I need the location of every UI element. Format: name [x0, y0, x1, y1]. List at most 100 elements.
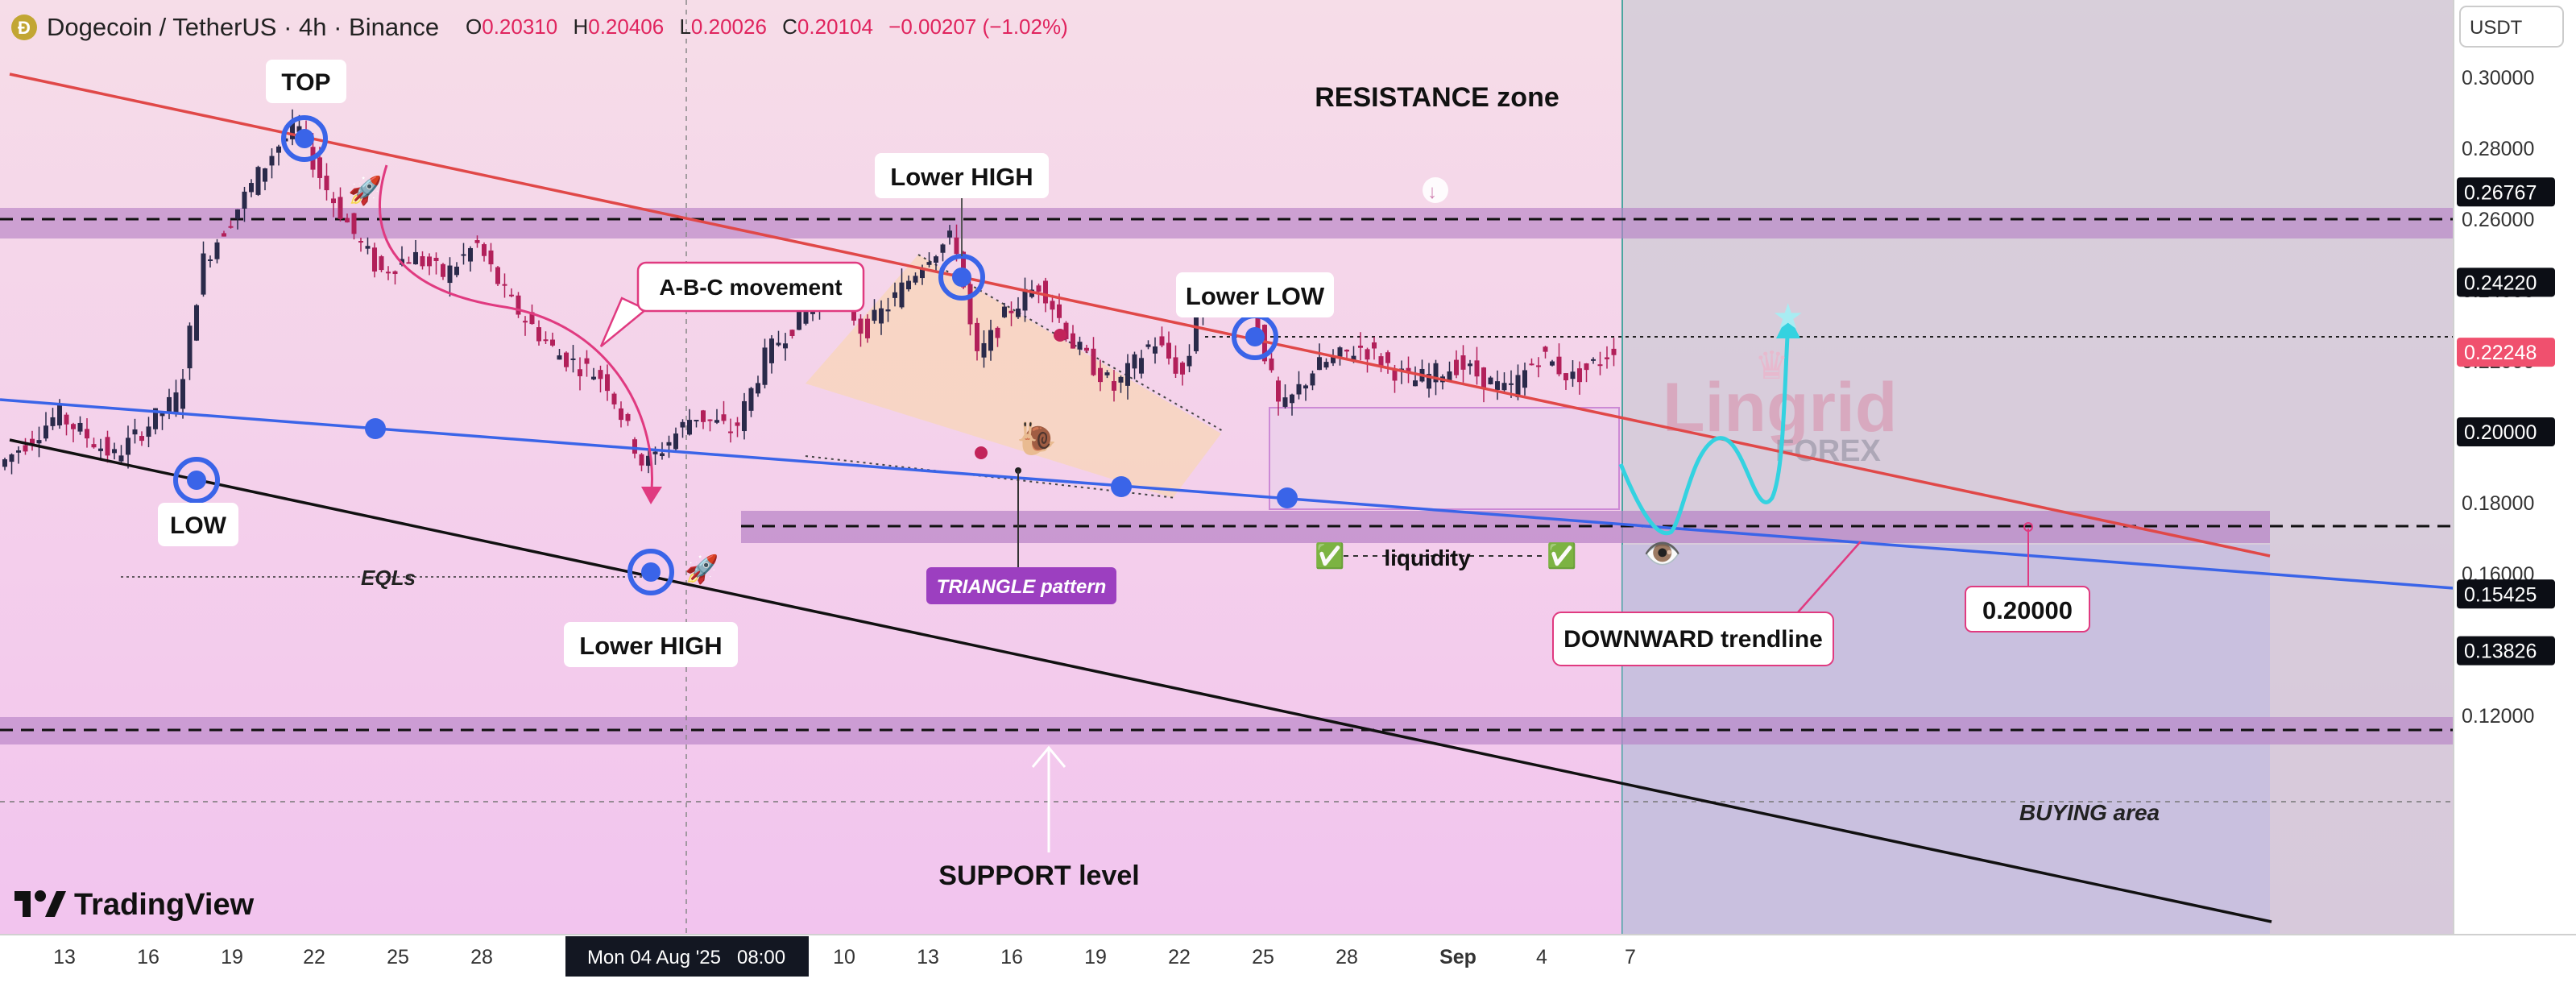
- candle: [1132, 351, 1137, 379]
- candle: [728, 418, 733, 443]
- logo-dot: [35, 890, 46, 902]
- candle: [967, 281, 973, 336]
- candle: [899, 268, 905, 309]
- candle: [1365, 347, 1370, 373]
- candle: [112, 442, 117, 460]
- candle: [30, 430, 35, 451]
- svg-text:0.24220: 0.24220: [2464, 272, 2537, 294]
- candle: [1290, 393, 1294, 416]
- candle: [1522, 362, 1527, 396]
- svg-text:Lower HIGH: Lower HIGH: [890, 163, 1033, 191]
- candle: [290, 109, 295, 146]
- candle: [1317, 343, 1322, 371]
- candle: [235, 209, 240, 230]
- candlestick-series: [2, 109, 1617, 475]
- candle: [180, 369, 185, 419]
- candle: [386, 266, 391, 280]
- logo-wordmark: TradingView: [74, 888, 255, 922]
- logo-triangle: [45, 891, 66, 917]
- svg-text:USDT: USDT: [2470, 17, 2523, 39]
- x-tick-label: 25: [1252, 946, 1274, 968]
- candle: [36, 426, 42, 458]
- y-tick-label: 0.18000: [2462, 492, 2534, 515]
- candle: [139, 431, 144, 446]
- candle: [762, 338, 768, 389]
- label-eqls: EQLs: [361, 566, 416, 590]
- price-axis-tags: 0.26767 0.24220 0.22248 0.20000 0.15425 0.138…: [2457, 177, 2555, 666]
- tradingview-logo[interactable]: TradingView: [14, 888, 255, 922]
- candle: [276, 144, 281, 166]
- candle: [1180, 361, 1185, 386]
- time-cursor-label: Mon 04 Aug '25 08:00: [565, 936, 809, 977]
- candle: [1159, 326, 1165, 348]
- candle: [926, 252, 932, 267]
- x-tick-label: 13: [917, 946, 939, 968]
- candle: [1145, 340, 1151, 350]
- label-triangle-pattern: TRIANGLE pattern: [926, 471, 1116, 604]
- candle: [536, 320, 541, 346]
- candle: [872, 299, 877, 324]
- candle: [783, 333, 788, 361]
- candle: [345, 214, 350, 223]
- candle: [1427, 363, 1431, 398]
- label-lower-low: Lower LOW: [1176, 272, 1334, 317]
- candle: [263, 168, 267, 191]
- candle: [1187, 344, 1192, 372]
- svg-text:A-B-C movement: A-B-C movement: [659, 275, 842, 300]
- candle: [550, 332, 555, 347]
- candle: [687, 408, 692, 436]
- svg-text:↓: ↓: [1427, 181, 1437, 203]
- candle: [105, 430, 110, 463]
- candle: [461, 243, 466, 265]
- candle: [228, 220, 234, 229]
- x-tick-label: 4: [1536, 946, 1547, 968]
- candle: [1071, 325, 1075, 349]
- price-tag: 0.22248: [2457, 338, 2555, 367]
- candle: [988, 319, 993, 361]
- candle: [1084, 344, 1089, 353]
- candle: [1447, 361, 1452, 382]
- candle: [858, 314, 863, 347]
- candle: [208, 255, 213, 268]
- svg-text:0.26767: 0.26767: [2464, 181, 2537, 204]
- header-legend: Ð Dogecoin / TetherUS · 4h · Binance O0.…: [11, 13, 1068, 41]
- candle: [1276, 376, 1281, 416]
- candle: [543, 331, 549, 345]
- candle: [118, 445, 124, 463]
- candle: [454, 262, 459, 278]
- triangle-dot-2: [975, 446, 988, 459]
- candle: [879, 300, 884, 335]
- price-tag: 0.26767: [2457, 177, 2555, 207]
- support-arrow-head: [1031, 745, 1066, 768]
- candle: [975, 317, 979, 361]
- candle: [1611, 338, 1617, 367]
- candle: [23, 438, 28, 455]
- candle: [1269, 352, 1274, 373]
- candle: [392, 270, 398, 285]
- star-icon: ★: [1772, 297, 1804, 337]
- dogecoin-icon-glyph: Ð: [18, 18, 31, 38]
- candle: [331, 192, 336, 218]
- projection-arrowhead: [1776, 314, 1800, 338]
- candle: [570, 345, 576, 373]
- candle: [420, 251, 425, 270]
- candle: [468, 246, 473, 272]
- triangle-pattern-fill: [806, 255, 1221, 498]
- candle: [1104, 370, 1110, 379]
- svg-text:Lower HIGH: Lower HIGH: [579, 632, 722, 660]
- candle: [9, 453, 14, 475]
- svg-text:TRIANGLE pattern: TRIANGLE pattern: [937, 576, 1107, 598]
- pair-title[interactable]: Dogecoin / TetherUS · 4h · Binance: [47, 13, 439, 41]
- candle: [1323, 358, 1329, 370]
- candle: [1468, 359, 1472, 375]
- x-tick-label: 16: [1000, 946, 1023, 968]
- candle: [639, 453, 644, 471]
- trendline-dot-3: [1277, 487, 1298, 508]
- resistance-trendline: [9, 73, 2271, 558]
- price-axis-panel: [2454, 0, 2576, 935]
- candle: [947, 225, 952, 245]
- candle: [707, 419, 713, 432]
- currency-button[interactable]: USDT: [2459, 6, 2564, 48]
